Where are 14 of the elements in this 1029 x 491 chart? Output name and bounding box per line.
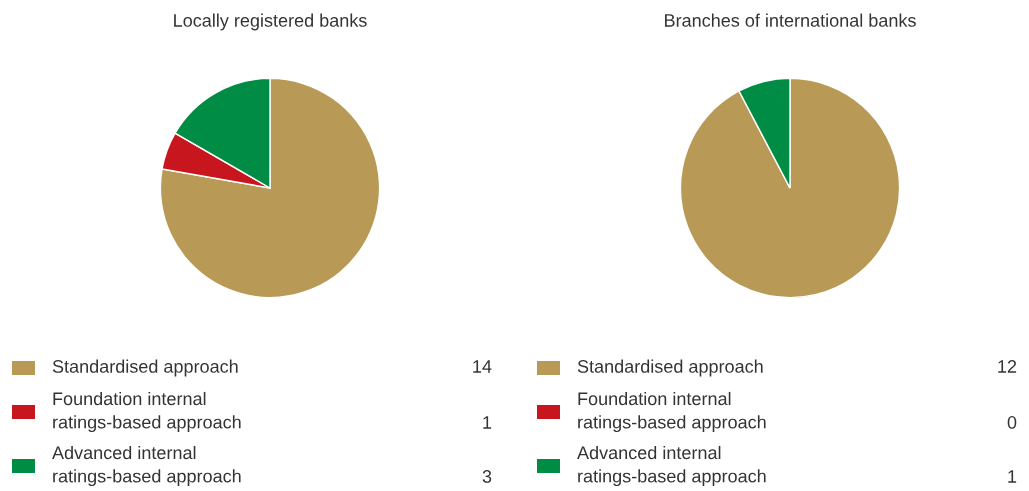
legend-label: Standardised approach [577,359,763,377]
data-label: 1 [483,416,492,429]
legend-label: Advanced internal ratings-based approach [52,445,241,487]
data-label: 14 [473,360,492,373]
legend-label: Standardised approach [52,359,238,377]
chart-title: Locally registered banks [174,13,367,31]
text: 0 [1007,416,1017,429]
data-label: 1 [1008,470,1017,483]
chart-title: Branches of international banks [665,13,916,27]
data-label: 3 [482,470,492,483]
data-label: 12 [998,360,1017,373]
legend-label: Foundation internal ratings-based approach [53,391,241,433]
legend-label: Advanced internal ratings-based approach [577,445,766,487]
legend-label: Foundation internal ratings-based approach [578,391,766,433]
